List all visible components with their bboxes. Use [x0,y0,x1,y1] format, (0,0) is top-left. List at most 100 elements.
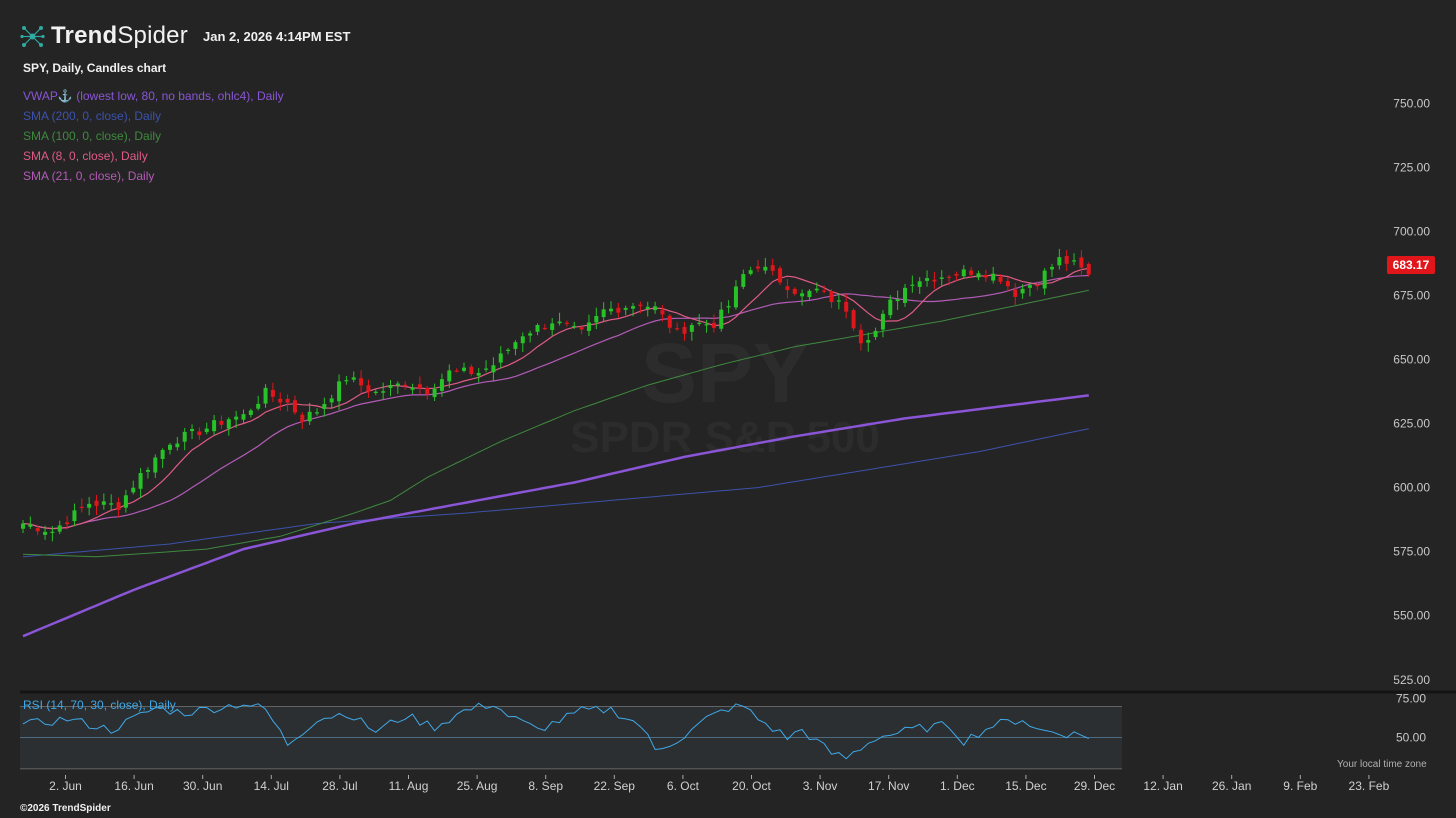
candle-body [1013,289,1018,297]
candle-body [300,414,305,422]
candle-body [381,391,386,393]
candle-body [763,266,768,271]
candle-body [711,322,716,328]
candle-body [168,444,172,450]
candle-body [43,531,48,535]
time-axis: 2. Jun 16. Jun 30. Jun 14. Jul 28. Jul 11. Au… [49,775,1390,793]
anchor-icon: ⚓ [57,89,73,103]
time-tick-label: 16. Jun [114,779,153,793]
candle-body [682,327,687,334]
moving-averages [22,267,1089,638]
legend-sma200[interactable]: SMA (200, 0, close), Daily [23,109,162,123]
candle-body [719,309,724,329]
candle-body [329,398,334,403]
sma8-line [22,267,1089,530]
timezone-note: Your local time zone [1337,759,1427,770]
candle-body [1057,257,1062,266]
candle-body [65,522,70,525]
candle-body [807,290,812,298]
candle-body [866,340,871,343]
candle-body [939,277,944,279]
candle-body [190,428,195,432]
candle-body [270,389,275,397]
legend-sma21[interactable]: SMA (21, 0, close), Daily [23,169,155,183]
candle-body [256,403,261,409]
candle-body [454,370,459,372]
legend-vwap[interactable]: VWAP⚓ (lowest low, 80, no bands, ohlc4),… [23,89,284,103]
time-tick-label: 29. Dec [1074,779,1115,793]
price-tick-label: 600.00 [1393,481,1430,495]
candle-body [197,431,202,436]
time-tick-label: 15. Dec [1005,779,1046,793]
candle-body [395,383,400,386]
candle-body [888,299,893,316]
time-tick-label: 28. Jul [322,779,357,793]
time-tick-label: 30. Jun [183,779,222,793]
time-tick-label: 1. Dec [940,779,975,793]
candle-body [278,398,283,403]
candle-body [653,306,658,311]
price-tick-label: 725.00 [1393,160,1430,174]
candle-body [109,503,114,505]
candle-body [550,323,555,330]
candle-body [425,387,430,395]
candle-body [895,299,900,302]
candle-body [1035,284,1040,287]
rsi-pane: 75.00 50.00 [20,692,1426,770]
candle-body [138,473,143,489]
rsi-tick-label: 75.00 [1396,692,1426,706]
candle-body [359,378,364,386]
rsi-legend[interactable]: RSI (14, 70, 30, close), Daily [23,698,176,712]
candle-body [969,270,974,275]
price-axis: 750.00 725.00 700.00 675.00 650.00 625.00 600.… [1393,96,1430,686]
candle-body [145,469,150,472]
candle-body [94,500,99,506]
candle-body [572,325,577,328]
candle-body [645,306,650,310]
candle-body [366,385,371,392]
candle-body [484,368,489,370]
candle-body [219,420,224,425]
legend-sma100[interactable]: SMA (100, 0, close), Daily [23,129,162,143]
candle-body [498,353,503,363]
candle-body [248,410,253,415]
candle-body [123,495,128,508]
candle-body [748,270,753,274]
candle-body [609,308,613,312]
candle-body [616,307,621,313]
candle-body [476,372,481,376]
candle-body [785,286,790,291]
candle-body [873,330,878,338]
candle-body [28,524,33,527]
candle-body [234,416,239,420]
candle-body [204,428,209,433]
candles [21,248,1091,542]
candle-body [226,419,231,429]
candle-body [307,411,312,422]
time-tick-label: 3. Nov [803,779,838,793]
price-tick-label: 575.00 [1393,545,1430,559]
candle-body [344,380,349,382]
candle-body [1005,281,1010,287]
candle-body [160,449,165,459]
price-tick-label: 525.00 [1393,673,1430,687]
candle-body [675,328,680,330]
candle-body [410,387,415,390]
price-tick-label: 625.00 [1393,417,1430,431]
candle-body [520,336,525,344]
time-tick-label: 26. Jan [1212,779,1251,793]
sma200-line [22,428,1089,558]
time-tick-label: 20. Oct [732,779,771,793]
sma100-line [22,289,1089,558]
rsi-line [22,702,1089,760]
time-tick-label: 9. Feb [1283,779,1317,793]
legend-sma8[interactable]: SMA (8, 0, close), Daily [23,149,148,163]
price-tick-label: 675.00 [1393,288,1430,302]
watermark-name: SPDR S&P 500 [570,413,880,462]
candle-body [101,501,106,505]
candle-body [1086,263,1091,275]
candle-body [403,384,408,387]
candle-body [1064,255,1069,264]
candle-body [667,315,672,328]
